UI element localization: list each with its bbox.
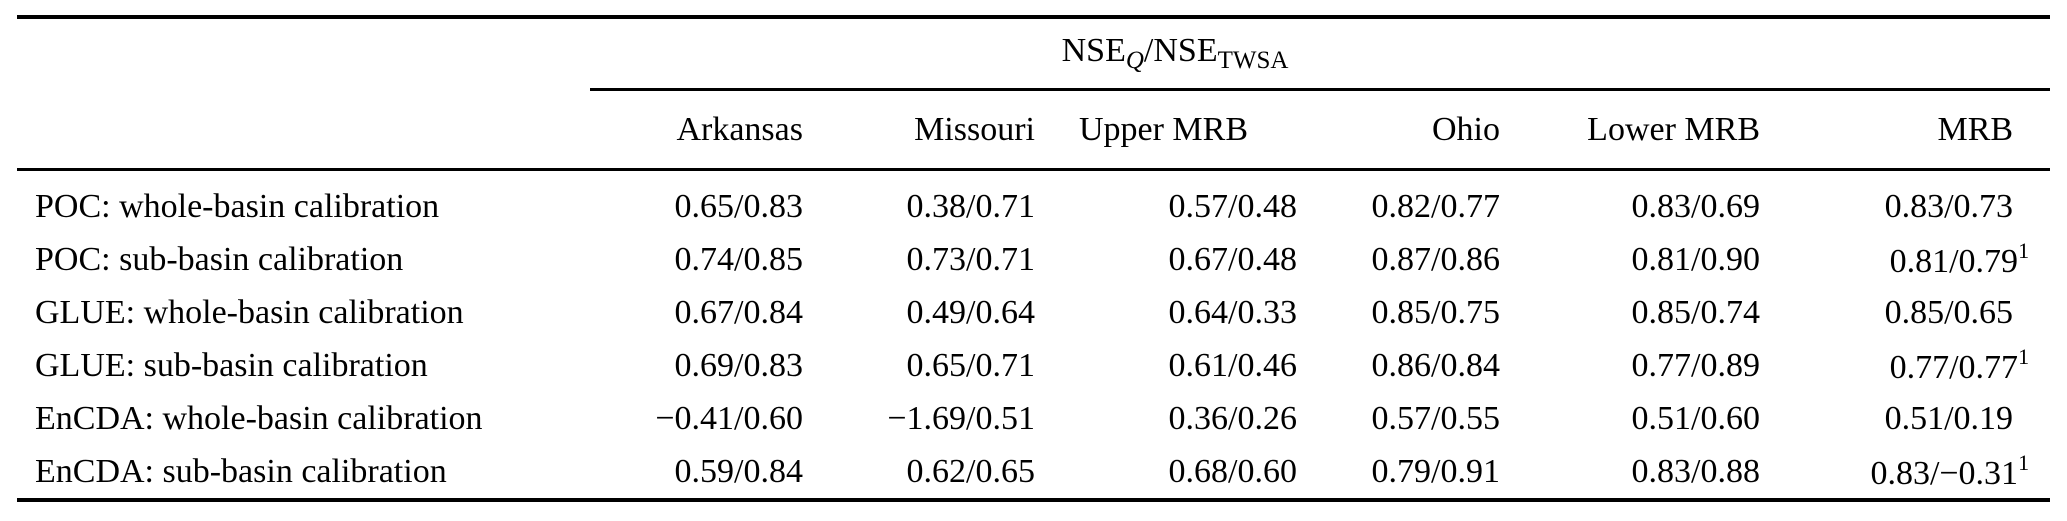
value-cell: −1.69/0.51 bbox=[887, 399, 1035, 437]
value-cell: 0.81/0.791 bbox=[1889, 238, 2030, 280]
column-header-upper-mrb: Upper MRB bbox=[1035, 89, 1297, 171]
column-header-lower-mrb: Lower MRB bbox=[1500, 89, 1760, 171]
value-cell: 0.51/0.19 bbox=[1884, 399, 2014, 437]
value-cell: 0.51/0.60 bbox=[1631, 399, 1760, 437]
table-body: POC: whole-basin calibration 0.65/0.83 0.3… bbox=[17, 170, 2050, 501]
value-cell: 0.79/0.91 bbox=[1371, 452, 1500, 490]
value-cell: 0.64/0.33 bbox=[1168, 293, 1297, 331]
table-row: POC: whole-basin calibration 0.65/0.83 0.3… bbox=[17, 170, 2050, 234]
value-cell: 0.87/0.86 bbox=[1371, 240, 1500, 278]
value-cell: 0.83/−0.311 bbox=[1870, 450, 2030, 492]
value-cell: 0.65/0.71 bbox=[906, 346, 1035, 384]
value-cell: 0.85/0.75 bbox=[1371, 293, 1500, 331]
value-cell: 0.81/0.90 bbox=[1631, 240, 1760, 278]
column-header-mrb: MRB bbox=[1760, 89, 2051, 171]
table-row: GLUE: sub-basin calibration 0.69/0.83 0.65… bbox=[17, 339, 2050, 392]
row-label: EnCDA: whole-basin calibration bbox=[35, 399, 483, 437]
group-header-label: NSEQ/NSETWSA bbox=[1061, 32, 1289, 74]
value-cell: 0.85/0.74 bbox=[1631, 293, 1760, 331]
value-cell: 0.74/0.85 bbox=[674, 240, 803, 278]
column-header-row: Arkansas Missouri Upper MRB Ohio Lower MRB MR… bbox=[17, 89, 2051, 171]
value-cell: 0.49/0.64 bbox=[906, 293, 1035, 331]
value-cell: 0.83/0.73 bbox=[1884, 187, 2014, 225]
value-cell: 0.61/0.46 bbox=[1168, 346, 1297, 384]
value-cell: 0.86/0.84 bbox=[1371, 346, 1500, 384]
group-header-text: NSE bbox=[1153, 32, 1218, 69]
column-header-missouri: Missouri bbox=[803, 89, 1035, 171]
value-cell: 0.57/0.48 bbox=[1168, 187, 1297, 225]
value-cell: 0.65/0.83 bbox=[674, 187, 803, 225]
value-cell: 0.57/0.55 bbox=[1371, 399, 1500, 437]
row-label: GLUE: whole-basin calibration bbox=[35, 293, 464, 331]
value-cell: 0.83/0.88 bbox=[1631, 452, 1760, 490]
value-cell: 0.69/0.83 bbox=[674, 346, 803, 384]
value-cell: 0.83/0.69 bbox=[1631, 187, 1760, 225]
group-header-row: NSEQ/NSETWSA bbox=[17, 17, 2051, 91]
column-header-ohio: Ohio bbox=[1297, 89, 1500, 171]
value-cell: 0.38/0.71 bbox=[906, 187, 1035, 225]
value-cell: 0.36/0.26 bbox=[1168, 399, 1297, 437]
table-row: GLUE: whole-basin calibration 0.67/0.84 0.… bbox=[17, 286, 2050, 339]
value-cell: 0.82/0.77 bbox=[1371, 187, 1500, 225]
footnote-marker: 1 bbox=[2018, 450, 2030, 475]
table-row: POC: sub-basin calibration 0.74/0.85 0.73/… bbox=[17, 233, 2050, 286]
value-cell: 0.62/0.65 bbox=[906, 452, 1035, 490]
corner-cell bbox=[17, 17, 590, 90]
row-label: EnCDA: sub-basin calibration bbox=[35, 452, 447, 490]
row-label: POC: sub-basin calibration bbox=[35, 240, 404, 278]
group-header-text: / bbox=[1143, 32, 1154, 69]
footnote-marker: 1 bbox=[2018, 344, 2030, 369]
group-header-subscript: Q bbox=[1125, 47, 1144, 74]
row-label: GLUE: sub-basin calibration bbox=[35, 346, 428, 384]
group-header-text: NSE bbox=[1061, 32, 1126, 69]
value-cell: 0.68/0.60 bbox=[1168, 452, 1297, 490]
group-header-cell: NSEQ/NSETWSA bbox=[590, 17, 2051, 91]
value-cell: 0.77/0.771 bbox=[1889, 344, 2030, 386]
value-cell: 0.85/0.65 bbox=[1884, 293, 2014, 331]
results-table: NSEQ/NSETWSA Arkansas Missouri Upper MRB Oh… bbox=[17, 15, 2051, 502]
table-row: EnCDA: whole-basin calibration −0.41/0.60… bbox=[17, 392, 2050, 445]
footnote-marker: 1 bbox=[2018, 238, 2030, 263]
group-header-subscript: TWSA bbox=[1217, 47, 1289, 74]
column-header-arkansas: Arkansas bbox=[590, 89, 803, 171]
table-row: EnCDA: sub-basin calibration 0.59/0.84 0.6… bbox=[17, 445, 2050, 500]
value-cell: 0.67/0.48 bbox=[1168, 240, 1297, 278]
value-cell: −0.41/0.60 bbox=[655, 399, 803, 437]
row-label: POC: whole-basin calibration bbox=[35, 187, 440, 225]
value-cell: 0.77/0.89 bbox=[1631, 346, 1760, 384]
value-cell: 0.67/0.84 bbox=[674, 293, 803, 331]
row-label-header-cell bbox=[17, 89, 590, 171]
value-cell: 0.73/0.71 bbox=[906, 240, 1035, 278]
value-cell: 0.59/0.84 bbox=[674, 452, 803, 490]
